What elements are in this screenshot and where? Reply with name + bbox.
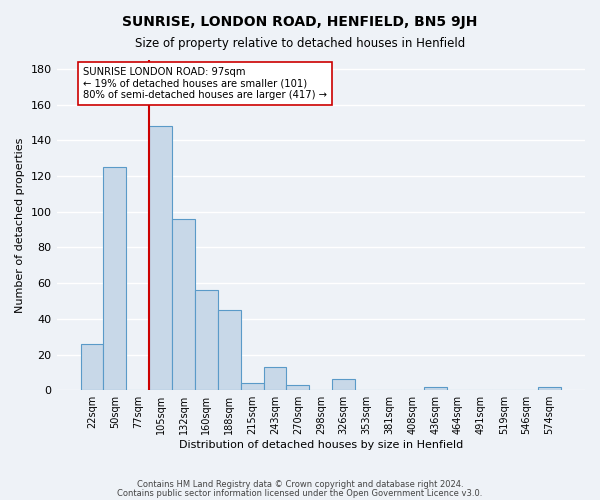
Bar [332,380,355,390]
Text: SUNRISE, LONDON ROAD, HENFIELD, BN5 9JH: SUNRISE, LONDON ROAD, HENFIELD, BN5 9JH [122,15,478,29]
Text: Size of property relative to detached houses in Henfield: Size of property relative to detached ho… [135,38,465,51]
Bar [103,167,127,390]
Text: Contains public sector information licensed under the Open Government Licence v3: Contains public sector information licen… [118,489,482,498]
Bar [241,383,263,390]
Bar [195,290,218,390]
Bar [172,219,195,390]
Bar [263,367,286,390]
Bar [80,344,103,390]
Text: Contains HM Land Registry data © Crown copyright and database right 2024.: Contains HM Land Registry data © Crown c… [137,480,463,489]
X-axis label: Distribution of detached houses by size in Henfield: Distribution of detached houses by size … [179,440,463,450]
Bar [538,386,561,390]
Bar [149,126,172,390]
Bar [424,386,446,390]
Y-axis label: Number of detached properties: Number of detached properties [15,138,25,313]
Bar [286,385,310,390]
Bar [218,310,241,390]
Text: SUNRISE LONDON ROAD: 97sqm
← 19% of detached houses are smaller (101)
80% of sem: SUNRISE LONDON ROAD: 97sqm ← 19% of deta… [83,67,327,100]
